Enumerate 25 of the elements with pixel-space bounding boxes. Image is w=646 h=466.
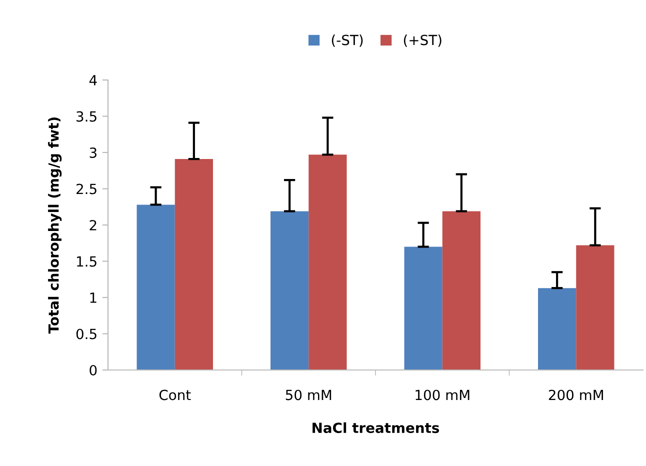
y-tick-label: 1 xyxy=(90,292,96,303)
y-tick-label: 2.5 xyxy=(76,184,96,194)
legend-label: (-ST) xyxy=(332,34,363,47)
bar xyxy=(442,211,480,370)
bar xyxy=(538,288,576,370)
y-tick-label: 2 xyxy=(90,220,96,230)
y-tick-label: 1.5 xyxy=(77,256,96,267)
x-tick-label: 50 mM xyxy=(286,390,332,400)
bar xyxy=(308,154,347,370)
y-tick-label: 3.5 xyxy=(76,111,96,122)
bar xyxy=(136,204,175,370)
x-tick-label: 100 mM xyxy=(416,390,470,400)
bar xyxy=(174,159,213,370)
y-tick-label: 0 xyxy=(90,364,97,376)
x-axis-title: NaCl treatments xyxy=(312,422,440,434)
bar xyxy=(270,211,309,370)
x-tick-label: Cont xyxy=(159,390,191,400)
bar xyxy=(404,246,442,370)
y-tick-label: 0.5 xyxy=(76,328,96,340)
y-tick-label: 3 xyxy=(90,147,96,158)
x-tick-label: 200 mM xyxy=(548,390,603,400)
bar xyxy=(576,245,614,370)
y-tick-label: 4 xyxy=(89,75,97,86)
legend-label: (+ST) xyxy=(404,34,442,47)
y-axis-title: Total chlorophyll (mg/g fwt) xyxy=(48,118,62,334)
